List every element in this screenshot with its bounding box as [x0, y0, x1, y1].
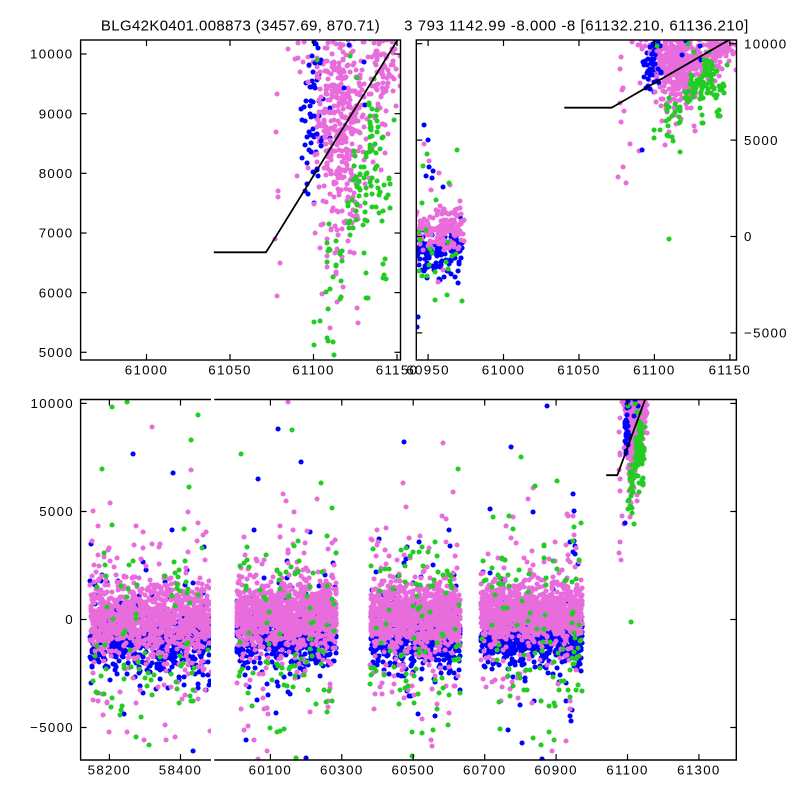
svg-text:0: 0: [744, 229, 753, 244]
svg-text:6000: 6000: [39, 285, 74, 300]
svg-text:0: 0: [65, 612, 74, 627]
svg-text:61000: 61000: [125, 363, 168, 378]
svg-text:60300: 60300: [320, 763, 363, 778]
svg-text:61150: 61150: [376, 363, 419, 378]
svg-text:BLG42K0401.008873 (3457.69, 87: BLG42K0401.008873 (3457.69, 870.71): [101, 18, 380, 35]
svg-text:61150: 61150: [709, 363, 752, 378]
svg-text:3 793 1142.99 -8.000 -8 [61132: 3 793 1142.99 -8.000 -8 [61132.210, 6113…: [404, 18, 749, 35]
svg-text:61050: 61050: [557, 363, 600, 378]
svg-text:10000: 10000: [744, 36, 787, 51]
svg-text:5000: 5000: [39, 345, 74, 360]
svg-text:60100: 60100: [249, 763, 292, 778]
svg-text:5000: 5000: [39, 504, 74, 519]
svg-text:60500: 60500: [391, 763, 434, 778]
svg-text:10000: 10000: [30, 47, 73, 62]
svg-text:−5000: −5000: [744, 326, 788, 341]
svg-text:61100: 61100: [292, 363, 335, 378]
svg-text:9000: 9000: [39, 106, 74, 121]
svg-text:−5000: −5000: [30, 720, 74, 735]
svg-text:61100: 61100: [606, 763, 649, 778]
svg-text:7000: 7000: [39, 226, 74, 241]
svg-text:8000: 8000: [39, 166, 74, 181]
svg-text:58200: 58200: [88, 763, 131, 778]
svg-text:61100: 61100: [633, 363, 676, 378]
svg-text:61300: 61300: [677, 763, 720, 778]
svg-text:60950: 60950: [406, 363, 449, 378]
svg-text:58400: 58400: [159, 763, 202, 778]
svg-text:10000: 10000: [31, 396, 74, 411]
svg-text:5000: 5000: [744, 133, 779, 148]
svg-text:60900: 60900: [534, 763, 577, 778]
svg-text:61050: 61050: [208, 363, 251, 378]
svg-text:60700: 60700: [463, 763, 506, 778]
svg-text:61000: 61000: [482, 363, 525, 378]
